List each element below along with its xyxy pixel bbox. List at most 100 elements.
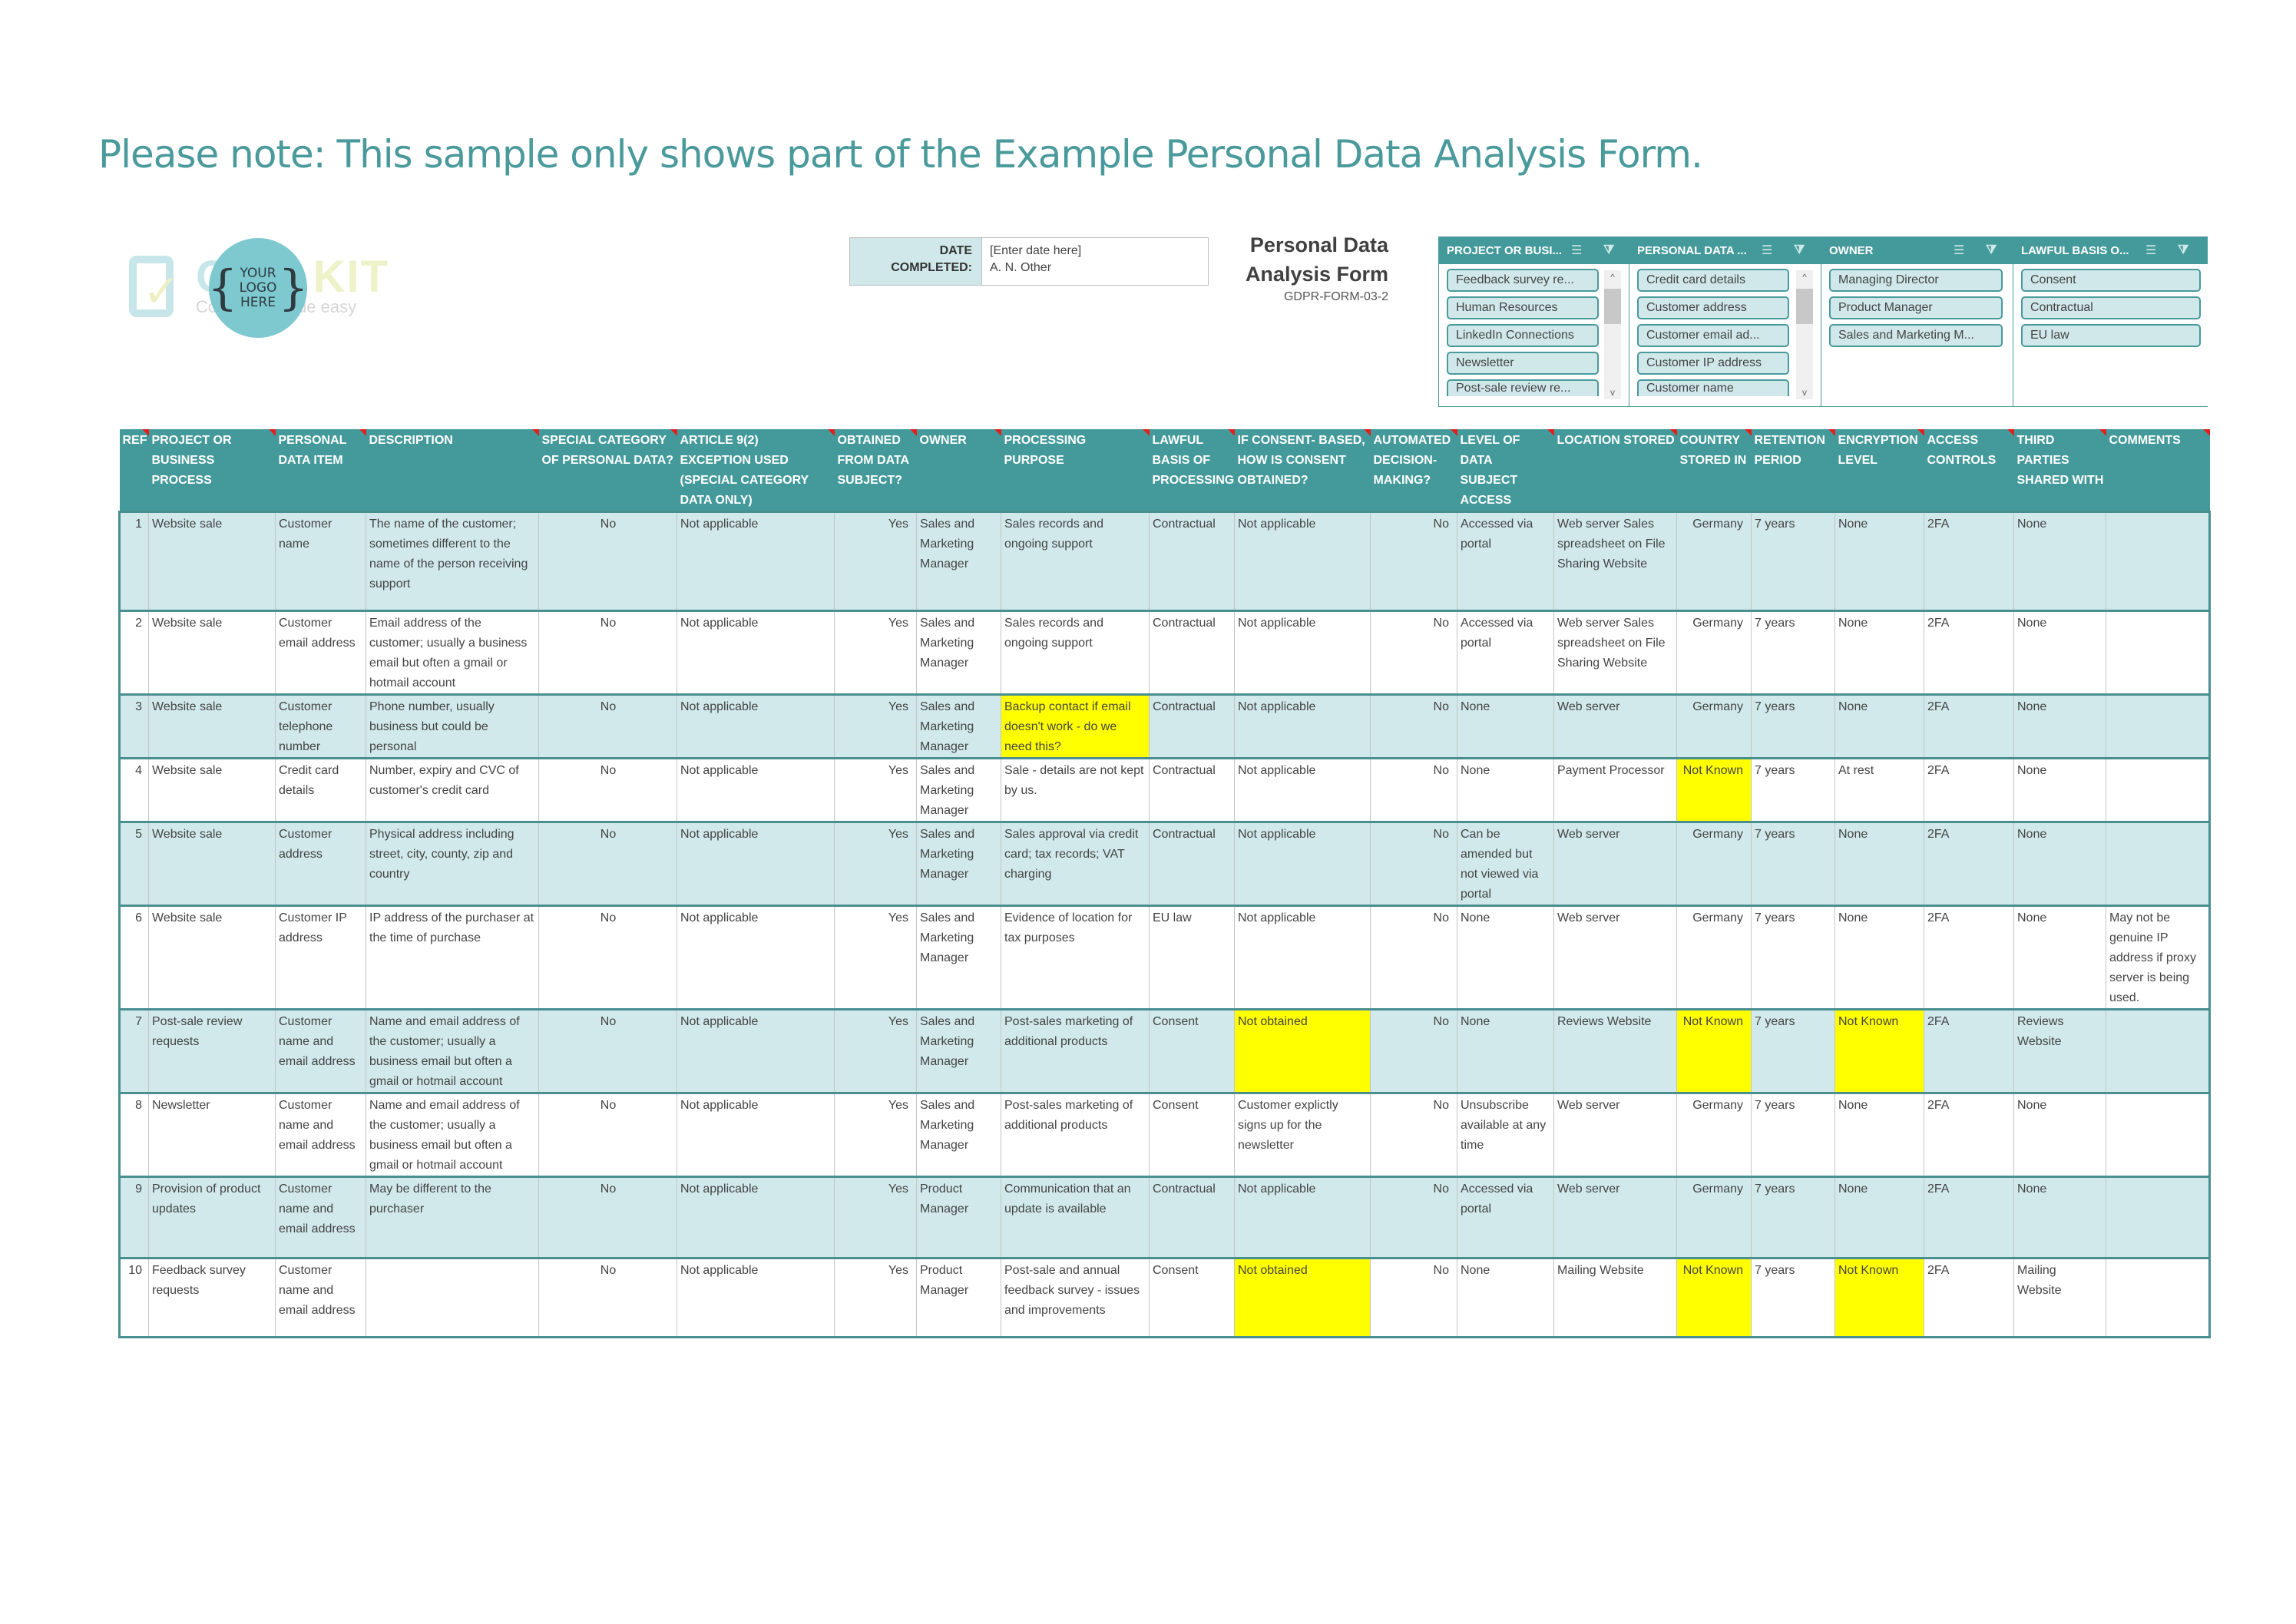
col-header-description[interactable]: DESCRIPTION	[366, 429, 539, 512]
cell-encryption[interactable]: None	[1834, 1092, 1924, 1177]
cell-obtained[interactable]: Yes	[834, 1176, 917, 1259]
cell-consent-how[interactable]: Not applicable	[1234, 821, 1371, 906]
cell-country[interactable]: Germany	[1676, 511, 1752, 611]
cell-consent-how[interactable]: Not applicable	[1234, 610, 1371, 695]
cell-retention[interactable]: 7 years	[1751, 1176, 1835, 1259]
cell-encryption[interactable]: None	[1834, 905, 1924, 1010]
slicer-item[interactable]: LinkedIn Connections	[1447, 324, 1599, 347]
cell-special-category[interactable]: No	[538, 757, 677, 822]
col-header-third-parties[interactable]: THIRD PARTIES SHARED WITH	[2013, 429, 2106, 512]
cell-obtained[interactable]: Yes	[834, 1008, 917, 1093]
cell-description[interactable]: Phone number, usually business but could…	[366, 693, 539, 759]
cell-ref[interactable]: 3	[118, 693, 149, 759]
cell-encryption[interactable]: Not Known	[1834, 1257, 1924, 1338]
cell-consent-how[interactable]: Not obtained	[1234, 1008, 1371, 1093]
col-header-comments[interactable]: COMMENTS	[2106, 429, 2210, 512]
slicer-item[interactable]: Managing Director	[1829, 269, 2003, 292]
slicer-scrollbar[interactable]: ^ v	[1796, 270, 1813, 399]
cell-description[interactable]: Name and email address of the customer; …	[366, 1008, 539, 1093]
cell-consent-how[interactable]: Not applicable	[1234, 905, 1371, 1010]
cell-subject-access[interactable]: Accessed via portal	[1457, 511, 1554, 611]
cell-retention[interactable]: 7 years	[1751, 821, 1835, 906]
cell-country[interactable]: Germany	[1676, 1176, 1752, 1259]
slicer-item[interactable]: Consent	[2021, 269, 2201, 292]
col-header-ref[interactable]: REF	[119, 429, 149, 512]
cell-automated-decision[interactable]: No	[1370, 511, 1457, 611]
slicer-item[interactable]: Product Manager	[1829, 296, 2003, 319]
cell-encryption[interactable]: None	[1834, 1176, 1924, 1259]
slicer-item[interactable]: Feedback survey re...	[1447, 269, 1599, 292]
cell-country[interactable]: Germany	[1676, 821, 1752, 906]
cell-article-9-2[interactable]: Not applicable	[677, 1257, 835, 1338]
cell-lawful-basis[interactable]: Contractual	[1149, 610, 1235, 695]
col-header-consent-how[interactable]: IF CONSENT- BASED, HOW IS CONSENT OBTAIN…	[1234, 429, 1371, 512]
comment-marker-icon[interactable]	[827, 429, 835, 436]
cell-encryption[interactable]: None	[1834, 610, 1924, 695]
cell-retention[interactable]: 7 years	[1751, 511, 1835, 611]
cell-subject-access[interactable]: Can be amended but not viewed via portal	[1457, 821, 1554, 906]
comment-marker-icon[interactable]	[141, 429, 149, 436]
cell-description[interactable]: Physical address including street, city,…	[366, 821, 539, 906]
cell-owner[interactable]: Sales and Marketing Manager	[916, 821, 1001, 906]
cell-third-parties[interactable]: None	[2013, 1092, 2106, 1177]
cell-country[interactable]: Not Known	[1676, 1008, 1752, 1093]
cell-special-category[interactable]: No	[538, 511, 677, 611]
cell-owner[interactable]: Product Manager	[916, 1176, 1001, 1259]
comment-marker-icon[interactable]	[359, 429, 366, 436]
chevron-down-icon[interactable]: v	[1610, 387, 1615, 398]
cell-description[interactable]: May be different to the purchaser	[366, 1176, 539, 1259]
cell-encryption[interactable]: At rest	[1834, 757, 1924, 822]
cell-special-category[interactable]: No	[538, 821, 677, 906]
cell-obtained[interactable]: Yes	[834, 757, 917, 822]
cell-automated-decision[interactable]: No	[1370, 821, 1457, 906]
cell-automated-decision[interactable]: No	[1370, 1176, 1457, 1259]
comment-marker-icon[interactable]	[531, 429, 539, 436]
cell-article-9-2[interactable]: Not applicable	[677, 757, 835, 822]
cell-access-controls[interactable]: 2FA	[1924, 1176, 2014, 1259]
cell-processing-purpose[interactable]: Evidence of location for tax purposes	[1001, 905, 1150, 1010]
comment-marker-icon[interactable]	[1547, 429, 1554, 436]
col-header-personal-data-item[interactable]: PERSONAL DATA ITEM	[275, 429, 366, 512]
cell-subject-access[interactable]: Accessed via portal	[1457, 610, 1554, 695]
cell-processing-purpose[interactable]: Post-sales marketing of additional produ…	[1001, 1092, 1150, 1177]
comment-marker-icon[interactable]	[2202, 429, 2210, 436]
cell-subject-access[interactable]: Unsubscribe available at any time	[1457, 1092, 1554, 1177]
cell-subject-access[interactable]: None	[1457, 757, 1554, 822]
cell-retention[interactable]: 7 years	[1751, 1257, 1835, 1338]
completed-by-field[interactable]: A. N. Other	[990, 261, 1052, 274]
comment-marker-icon[interactable]	[909, 429, 917, 436]
cell-special-category[interactable]: No	[538, 905, 677, 1010]
comment-marker-icon[interactable]	[994, 429, 1001, 436]
cell-project[interactable]: Website sale	[148, 610, 276, 695]
cell-ref[interactable]: 9	[118, 1176, 149, 1259]
slicer-item[interactable]: Customer address	[1637, 296, 1789, 319]
cell-third-parties[interactable]: None	[2013, 1176, 2106, 1259]
cell-ref[interactable]: 1	[118, 511, 149, 611]
cell-country[interactable]: Germany	[1676, 1092, 1752, 1177]
cell-access-controls[interactable]: 2FA	[1924, 1008, 2014, 1093]
cell-automated-decision[interactable]: No	[1370, 1092, 1457, 1177]
cell-owner[interactable]: Sales and Marketing Manager	[916, 1008, 1001, 1093]
cell-lawful-basis[interactable]: EU law	[1149, 905, 1235, 1010]
slicer-owner[interactable]: OWNER ☰ ⧩ Managing Director Product Mana…	[1821, 236, 2013, 407]
cell-personal-data-item[interactable]: Customer IP address	[275, 905, 366, 1010]
cell-article-9-2[interactable]: Not applicable	[677, 610, 835, 695]
cell-location-stored[interactable]: Web server	[1553, 693, 1677, 759]
cell-description[interactable]: Name and email address of the customer; …	[366, 1092, 539, 1177]
cell-personal-data-item[interactable]: Customer name and email address	[275, 1008, 366, 1093]
cell-comments[interactable]	[2106, 1092, 2211, 1177]
cell-lawful-basis[interactable]: Contractual	[1149, 693, 1235, 759]
cell-article-9-2[interactable]: Not applicable	[677, 905, 835, 1010]
clear-filter-icon[interactable]: ⧩	[1603, 243, 1615, 256]
cell-ref[interactable]: 5	[118, 821, 149, 906]
cell-project[interactable]: Website sale	[148, 757, 276, 822]
cell-lawful-basis[interactable]: Consent	[1149, 1092, 1235, 1177]
col-header-automated-decision[interactable]: AUTOMATED DECISION-MAKING?	[1370, 429, 1457, 512]
slicer-item[interactable]: Contractual	[2021, 296, 2201, 319]
cell-article-9-2[interactable]: Not applicable	[677, 511, 835, 611]
cell-obtained[interactable]: Yes	[834, 693, 917, 759]
cell-access-controls[interactable]: 2FA	[1924, 1092, 2014, 1177]
cell-country[interactable]: Germany	[1676, 610, 1752, 695]
slicer-lawful-basis[interactable]: LAWFUL BASIS O... ☰ ⧩ Consent Contractua…	[2013, 236, 2208, 407]
slicer-personal-data[interactable]: PERSONAL DATA ... ☰ ⧩ Credit card detail…	[1629, 236, 1821, 407]
